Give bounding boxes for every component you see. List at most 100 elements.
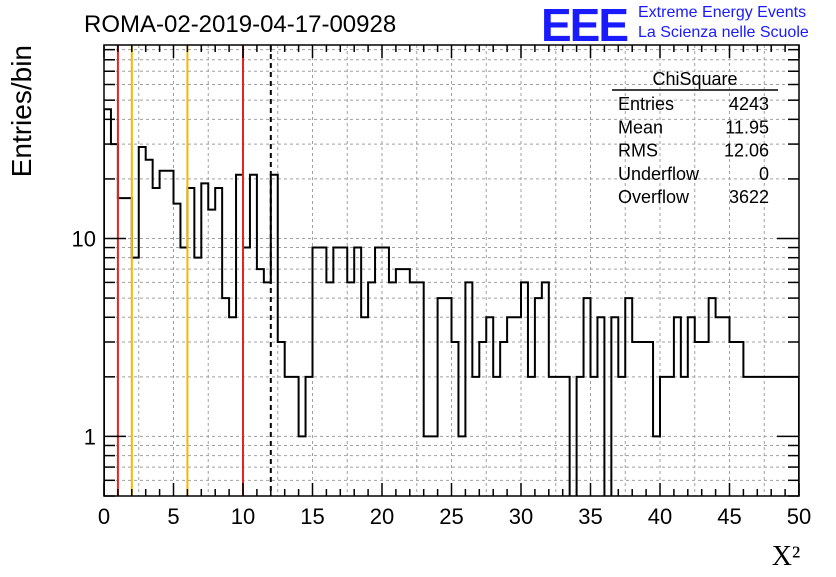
stats-row-label: Overflow [618, 187, 690, 207]
histogram-bin [160, 171, 167, 496]
histogram-bin [424, 436, 431, 496]
x-tick-label: 10 [231, 504, 255, 529]
stats-row-value: 11.95 [725, 117, 769, 137]
histogram-bin [716, 317, 723, 496]
histogram-bin [695, 342, 702, 496]
logo-subtitle-line2: La Scienza nelle Scuole [638, 24, 809, 41]
histogram-bin [500, 342, 507, 496]
histogram-bin [236, 175, 243, 496]
y-axis-label: Entries/bin [6, 45, 37, 177]
histogram-bin [556, 377, 563, 496]
histogram-bin [340, 248, 347, 496]
x-tick-label: 30 [509, 504, 533, 529]
histogram-bin [180, 248, 187, 496]
histogram-bin [563, 377, 570, 496]
histogram-bin [653, 436, 660, 496]
histogram-bin [222, 298, 229, 496]
x-tick-label: 40 [648, 504, 672, 529]
stats-row-label: Underflow [618, 164, 700, 184]
histogram-bin [347, 282, 354, 496]
histogram-bin [278, 342, 285, 496]
histogram-bin [382, 248, 389, 496]
histogram-bin [215, 188, 222, 496]
histogram-bin [118, 198, 125, 496]
histogram-bin [250, 175, 257, 496]
histogram-bin [375, 248, 382, 496]
histogram-bin [187, 188, 194, 496]
histogram-bin [153, 188, 160, 496]
histogram-bin [611, 317, 618, 496]
histogram-bin [493, 377, 500, 496]
histogram-bin [132, 258, 139, 496]
histogram-bin [723, 317, 730, 496]
histogram-bin [333, 248, 340, 496]
histogram-bin [361, 317, 368, 496]
histogram-bin [465, 282, 472, 496]
histogram-bin [354, 248, 361, 496]
y-tick-label: 1 [84, 424, 96, 449]
x-tick-label: 5 [167, 504, 179, 529]
histogram-bin [764, 377, 771, 496]
histogram-bin [514, 317, 521, 496]
histogram-bin [125, 198, 132, 496]
histogram-bin [625, 298, 632, 496]
histogram-bin [584, 298, 591, 496]
histogram-bin [389, 282, 396, 496]
histogram-bin [479, 342, 486, 496]
histogram-bin [681, 377, 688, 496]
y-tick-label: 10 [72, 227, 96, 252]
histogram-bin [618, 377, 625, 496]
histogram-bin [709, 298, 716, 496]
histogram-bin [229, 317, 236, 496]
histogram-bin [660, 377, 667, 496]
histogram-bin [750, 377, 757, 496]
logo-subtitle-line1: Extreme Energy Events [638, 4, 807, 21]
histogram-bin [326, 282, 333, 496]
histogram-bin [299, 436, 306, 496]
histogram-bin [542, 282, 549, 496]
histogram-bin [577, 377, 584, 496]
x-tick-label: 20 [370, 504, 394, 529]
histogram-bin [313, 248, 320, 496]
histogram-bin [535, 298, 542, 496]
histogram-bin [194, 258, 201, 496]
x-tick-label: 45 [717, 504, 741, 529]
histogram-bin [757, 377, 764, 496]
histogram-bin [201, 183, 208, 496]
histogram-bin [139, 147, 146, 496]
histogram-bin [528, 377, 535, 496]
histogram-bin [410, 282, 417, 496]
histogram-bin [167, 171, 174, 496]
histogram-bin [257, 269, 264, 496]
x-tick-label: 50 [787, 504, 811, 529]
chart-title: ROMA-02-2019-04-17-00928 [84, 11, 397, 38]
histogram-bin [417, 282, 424, 496]
histogram-bin [452, 342, 459, 496]
histogram-bin [632, 342, 639, 496]
histogram-bin [243, 248, 250, 496]
histogram-bin [472, 377, 479, 496]
histogram-bin [674, 317, 681, 496]
histogram-bin [688, 317, 695, 496]
x-tick-label: 25 [439, 504, 463, 529]
histogram-bin [431, 436, 438, 496]
histogram-bin [597, 317, 604, 496]
histogram-bin [292, 377, 299, 496]
histogram-bin [438, 298, 445, 496]
stats-title: ChiSquare [652, 69, 737, 89]
histogram-bin [111, 144, 118, 496]
histogram-bin [743, 377, 750, 496]
histogram-bin [146, 160, 153, 496]
histogram-bin [319, 248, 326, 496]
histogram-bin [403, 269, 410, 496]
histogram-series [104, 108, 799, 496]
histogram-bin [646, 342, 653, 496]
x-axis-label: X² [772, 541, 801, 572]
histogram-bin [730, 342, 737, 496]
histogram-bin [521, 282, 528, 496]
histogram-bin [306, 377, 313, 496]
stats-row-value: 4243 [729, 94, 769, 114]
histogram-bin [445, 298, 452, 496]
